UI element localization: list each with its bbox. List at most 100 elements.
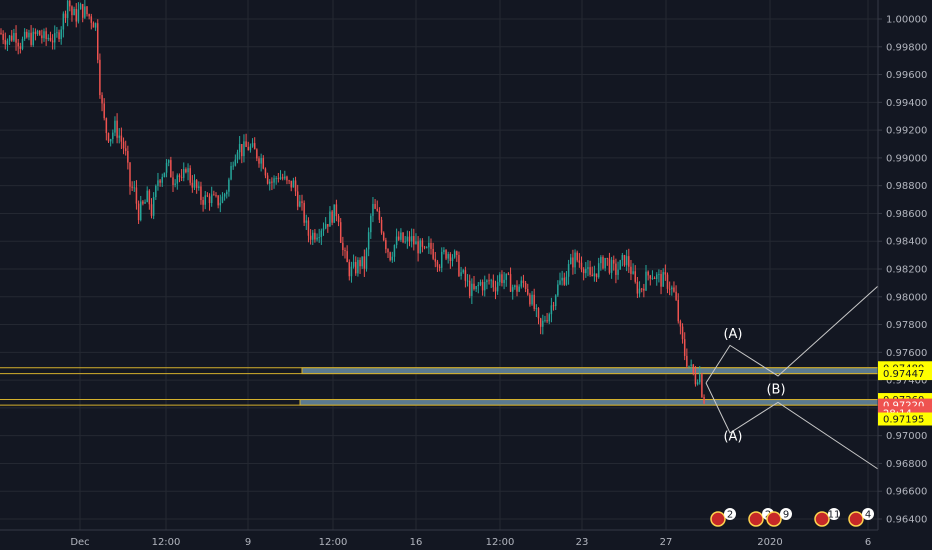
price-tick-label: 0.96600 [886,487,927,498]
candle-body [410,236,413,242]
candle-body [688,365,690,367]
candle-body [570,257,572,265]
candle-body [118,135,120,138]
candle-body [223,194,226,197]
elliott-wave-projections[interactable] [705,283,881,471]
candle-body [400,232,402,240]
price-tick-label: 0.99200 [886,126,927,137]
candle-body [124,148,127,152]
candle-body [238,144,241,153]
candle-body [533,294,535,309]
candle-body [266,175,269,184]
time-tick-label: 6 [865,537,871,548]
flag-count: 2 [727,510,733,521]
candle-body [103,103,105,119]
candle-body [84,6,86,18]
candle-body [21,38,24,49]
candle-body [94,23,97,28]
candle-body [215,194,217,196]
candle-body [557,284,559,296]
candle-body [509,274,512,292]
event-flags[interactable]: 229114 [710,508,874,527]
candle-body [305,220,308,223]
candle-body [370,215,372,233]
candle-body [582,269,585,274]
candle-body [602,257,604,269]
candle-body [281,177,284,179]
price-tick-label: 0.97800 [886,320,927,331]
candle-body [292,180,295,188]
candle-body [264,168,267,176]
candle-body [656,274,658,280]
candle-body [606,257,609,259]
candle-body [600,257,602,264]
candle-body [365,249,368,269]
candle-body [187,168,189,173]
candle-body [496,282,499,292]
candle-body [595,273,598,278]
candle-body [318,237,320,238]
candle-body [322,228,325,231]
candle-body [105,118,108,134]
flag-count: 4 [865,510,871,521]
price-tag [878,367,932,381]
candle-body [288,180,290,182]
candle-body [567,264,570,277]
candle-body [544,320,546,322]
candle-body [434,258,437,262]
candle-body [561,277,563,281]
candle-body [662,272,664,287]
candle-body [275,178,277,179]
candle-body [170,160,172,178]
candle-body [585,268,587,274]
candle-body [127,151,129,163]
candle-body [591,274,593,277]
candle-body [185,169,187,173]
candle-body [299,201,301,207]
candle-body [443,250,445,252]
candle-body [243,141,245,157]
candle-body [335,204,338,217]
candle-body [6,40,9,45]
candle-body [447,254,449,259]
candle-body [514,285,516,288]
candle-body [262,158,265,169]
candle-body [146,190,148,203]
time-axis[interactable]: Dec 12:00 9 12:00 16 12:00 23 27 2020 6 [0,529,932,550]
candle-body [475,286,477,290]
candle-body [90,16,93,23]
candle-body [492,280,495,288]
candle-body [320,230,323,238]
candle-body [133,187,136,189]
candle-body [417,241,419,254]
candle-body [208,196,211,204]
candle-body [269,181,271,184]
candle-body [692,364,695,374]
candle-body [64,13,67,18]
candle-body [58,32,60,40]
candle-body [337,216,340,223]
price-axis[interactable]: 1.00000 0.99800 0.99600 0.99400 0.99200 0.990… [877,0,932,550]
price-tick-label: 0.99800 [886,42,927,53]
candle-body [666,274,669,289]
candle-body [260,158,262,164]
candle-body [307,220,310,236]
support-resistance-zones[interactable] [0,367,879,406]
candle-body [593,273,596,277]
candle-body [303,202,305,223]
candle-body [79,4,82,10]
candle-body [608,258,611,273]
wave-projection-line [705,283,881,384]
candle-body [668,288,671,290]
price-zone [299,399,879,406]
candle-body [488,280,490,282]
candle-body [537,308,540,319]
candle-body [527,288,529,295]
wave-label: (B) [766,382,785,397]
candle-body [610,260,613,273]
candle-body [217,195,219,206]
candle-body [552,305,555,307]
price-tick-label: 0.98600 [886,209,927,220]
candle-body [363,256,366,269]
